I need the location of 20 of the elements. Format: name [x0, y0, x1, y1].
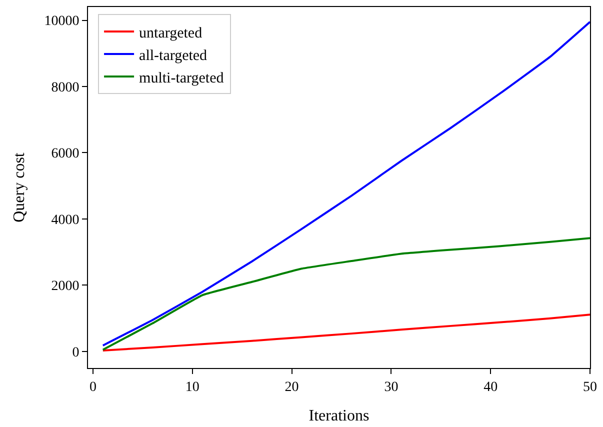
y-tick-label: 10000 — [44, 14, 80, 30]
x-axis-title: Iterations — [308, 408, 370, 424]
legend-label: multi-targeted — [139, 70, 224, 86]
y-tick-label: 8000 — [51, 80, 80, 96]
legend-label: all-targeted — [139, 48, 208, 64]
y-tick-label: 4000 — [51, 212, 80, 228]
line-series — [102, 314, 590, 352]
legend-label: untargeted — [139, 25, 203, 42]
x-tick-label: 50 — [583, 380, 597, 395]
y-axis-title: Query cost — [11, 152, 28, 222]
y-tick-label: 0 — [72, 345, 80, 360]
x-tick-label: 30 — [384, 380, 398, 395]
x-tick-label: 10 — [185, 380, 200, 395]
line-series — [102, 20, 590, 346]
y-tick-label: 2000 — [51, 279, 80, 294]
line-series — [102, 237, 590, 351]
x-tick-label: 0 — [89, 380, 96, 395]
x-tick-label: 20 — [284, 380, 299, 395]
y-tick-label: 6000 — [51, 146, 80, 162]
x-tick-label: 40 — [484, 380, 498, 395]
